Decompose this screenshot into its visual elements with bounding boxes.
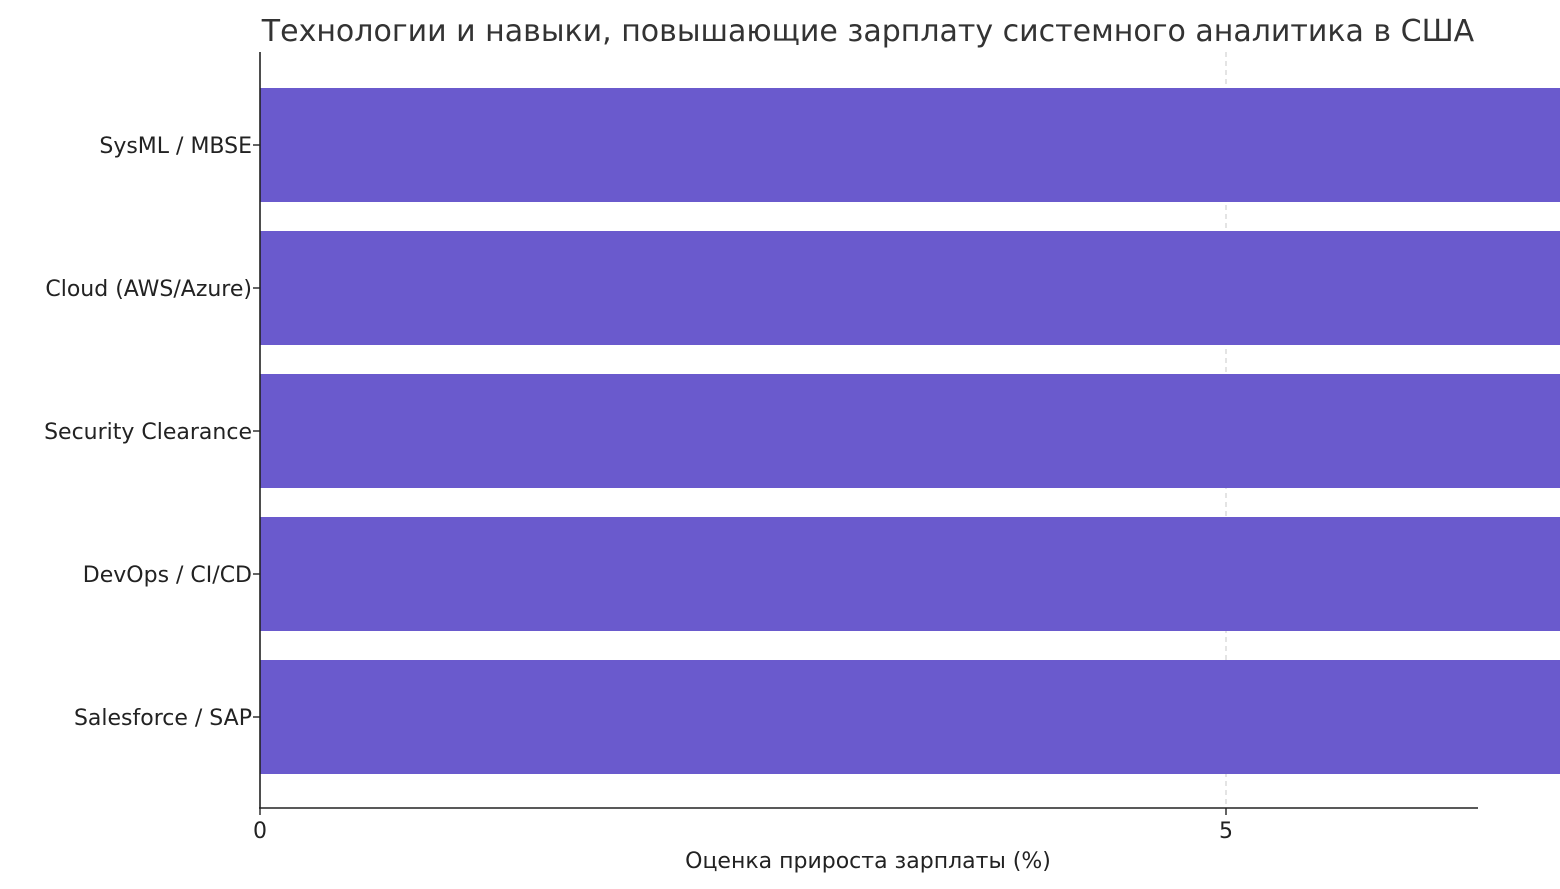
x-tick-label: 0: [253, 819, 267, 844]
bar: [260, 88, 1560, 202]
y-tick-label: Salesforce / SAP: [74, 706, 252, 731]
x-tick-label: 5: [1219, 819, 1233, 844]
y-tick-label: Cloud (AWS/Azure): [45, 277, 252, 302]
bar: [260, 517, 1560, 631]
axes-group: [259, 52, 1478, 809]
bar: [260, 660, 1560, 774]
y-ticks-group: SysML / MBSE Cloud (AWS/Azure) Security Cl…: [44, 134, 260, 731]
bar: [260, 231, 1560, 345]
y-tick-label: DevOps / CI/CD: [83, 563, 252, 588]
y-tick-label: Security Clearance: [44, 420, 252, 445]
bars-group: [260, 88, 1560, 774]
chart-title: Технологии и навыки, повышающие зарплату…: [261, 14, 1475, 49]
x-axis-label: Оценка прироста зарплаты (%): [685, 849, 1051, 874]
bar: [260, 374, 1560, 488]
x-ticks-group: 051015202530: [253, 808, 1233, 844]
y-tick-label: SysML / MBSE: [99, 134, 252, 159]
